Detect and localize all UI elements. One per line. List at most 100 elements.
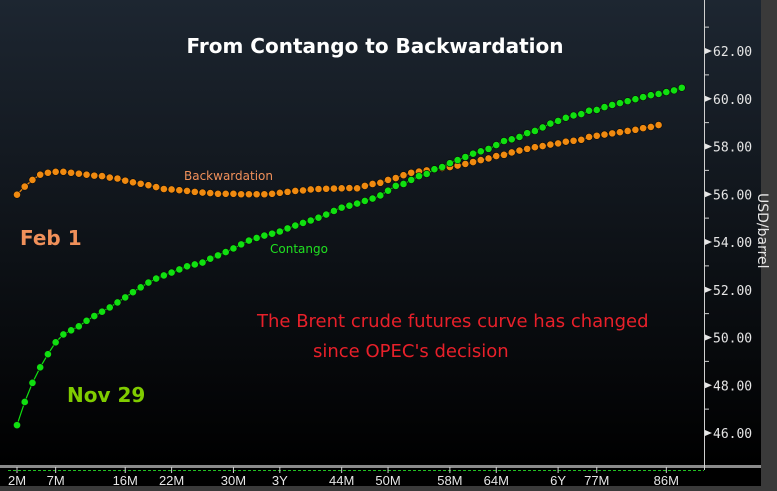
data-point-backwardation — [275, 188, 284, 197]
data-point-contango — [36, 363, 45, 372]
data-point-backwardation — [631, 125, 640, 134]
data-point-contango — [384, 186, 392, 195]
data-point-backwardation — [639, 124, 648, 133]
data-point-backwardation — [13, 190, 21, 199]
data-point-contango — [337, 203, 346, 212]
data-point-backwardation — [646, 123, 655, 131]
x-tick-label: 86M — [654, 473, 679, 488]
data-point-contango — [136, 283, 145, 292]
data-point-contango — [314, 213, 323, 222]
data-point-backwardation — [476, 156, 485, 165]
plot-background — [0, 0, 704, 466]
data-point-contango — [422, 170, 431, 178]
data-point-backwardation — [561, 137, 570, 146]
y-tick-mark — [705, 239, 712, 245]
bottom-border — [0, 486, 777, 491]
data-point-backwardation — [183, 187, 191, 195]
data-point-contango — [492, 141, 501, 149]
data-point-backwardation — [554, 139, 562, 148]
y-tick-label: 58.00 — [713, 141, 752, 156]
data-point-contango — [82, 316, 91, 325]
chart-title: From Contango to Backwardation — [187, 34, 564, 58]
data-point-contango — [144, 278, 153, 287]
data-point-contango — [399, 180, 408, 188]
data-point-backwardation — [59, 167, 68, 176]
data-point-backwardation — [67, 168, 76, 177]
data-point-contango — [639, 93, 648, 101]
data-point-contango — [167, 268, 176, 277]
data-point-backwardation — [244, 190, 253, 199]
data-point-backwardation — [577, 135, 586, 144]
date-label-feb-1: Feb 1 — [20, 226, 82, 250]
data-point-backwardation — [51, 167, 60, 176]
data-point-backwardation — [322, 184, 331, 193]
data-point-contango — [51, 338, 60, 347]
data-point-contango — [600, 103, 609, 112]
data-point-contango — [368, 194, 377, 203]
data-point-backwardation — [152, 183, 161, 191]
x-tick-label: 50M — [375, 473, 400, 488]
data-point-contango — [190, 260, 199, 269]
data-point-contango — [561, 113, 570, 122]
right-border — [761, 0, 777, 491]
y-tick-label: 56.00 — [713, 188, 752, 203]
annotation-line-2: since OPEC's decision — [313, 341, 509, 362]
data-point-contango — [345, 201, 354, 210]
data-point-contango — [44, 350, 52, 359]
x-tick-label: 7M — [47, 473, 65, 488]
y-tick-label: 62.00 — [713, 45, 752, 60]
data-point-contango — [105, 303, 114, 312]
y-tick-label: 46.00 — [713, 427, 752, 442]
series-label-contango: Contango — [270, 242, 328, 256]
data-point-backwardation — [569, 136, 578, 145]
data-point-contango — [20, 398, 29, 406]
axis-background — [704, 0, 761, 466]
data-point-backwardation — [654, 121, 663, 129]
data-point-contango — [476, 147, 485, 156]
data-point-backwardation — [144, 181, 153, 190]
data-point-contango — [360, 197, 369, 205]
y-tick-label: 52.00 — [713, 284, 752, 299]
data-point-backwardation — [198, 188, 207, 197]
data-point-contango — [592, 106, 601, 114]
data-point-backwardation — [306, 185, 315, 194]
data-point-contango — [291, 221, 300, 230]
data-point-backwardation — [121, 176, 130, 185]
data-point-backwardation — [608, 129, 617, 138]
data-point-backwardation — [592, 131, 601, 140]
data-point-backwardation — [507, 148, 516, 157]
data-point-backwardation — [221, 189, 230, 198]
data-point-contango — [74, 322, 83, 331]
data-point-contango — [376, 191, 385, 200]
data-point-backwardation — [214, 189, 222, 198]
x-tick-label: 3Y — [272, 473, 288, 488]
data-point-contango — [237, 240, 246, 249]
data-point-contango — [206, 254, 215, 263]
data-point-contango — [268, 229, 276, 238]
data-point-backwardation — [206, 189, 215, 197]
x-tick-label: 44M — [329, 473, 354, 488]
data-point-backwardation — [299, 186, 307, 195]
y-tick-mark — [705, 143, 712, 150]
data-point-backwardation — [531, 143, 539, 152]
data-point-contango — [175, 265, 184, 274]
data-point-contango — [275, 227, 284, 236]
data-point-contango — [677, 83, 686, 92]
data-point-contango — [98, 307, 106, 316]
x-tick-label: 64M — [484, 473, 509, 488]
data-point-backwardation — [600, 130, 609, 139]
data-point-contango — [252, 234, 261, 242]
data-point-backwardation — [98, 172, 106, 181]
data-point-contango — [67, 326, 76, 335]
series-label-backwardation: Backwardation — [184, 169, 273, 183]
data-point-contango — [322, 210, 331, 219]
data-point-contango — [260, 231, 269, 240]
data-point-contango — [569, 111, 578, 120]
data-point-contango — [198, 258, 207, 267]
data-point-contango — [59, 330, 68, 339]
data-point-contango — [159, 271, 168, 280]
data-point-backwardation — [353, 184, 362, 193]
data-point-contango — [445, 159, 454, 168]
x-tick-label: 6Y — [550, 473, 566, 488]
